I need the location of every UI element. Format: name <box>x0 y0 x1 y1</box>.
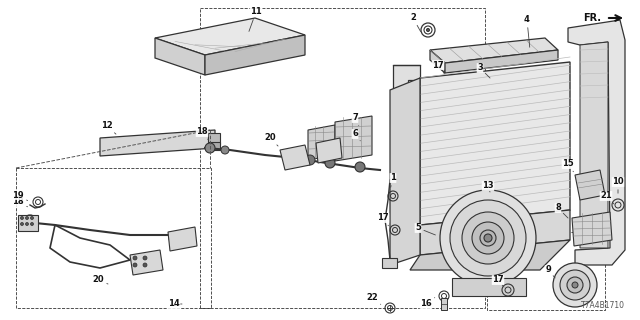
Circle shape <box>143 256 147 260</box>
Polygon shape <box>205 35 305 75</box>
Bar <box>208 142 220 150</box>
Circle shape <box>221 146 229 154</box>
Circle shape <box>20 222 24 226</box>
Polygon shape <box>410 240 570 270</box>
Text: 11: 11 <box>249 7 262 31</box>
Circle shape <box>560 270 590 300</box>
Text: 7: 7 <box>352 114 359 125</box>
Text: 20: 20 <box>92 276 108 284</box>
Circle shape <box>26 217 29 220</box>
Circle shape <box>31 222 33 226</box>
Text: 20: 20 <box>264 133 278 146</box>
Circle shape <box>472 222 504 254</box>
Circle shape <box>133 256 137 260</box>
Polygon shape <box>335 116 372 161</box>
Text: 18: 18 <box>12 197 28 207</box>
Text: 2: 2 <box>410 13 420 32</box>
Text: T7A4B1710: T7A4B1710 <box>581 301 625 310</box>
Polygon shape <box>580 42 608 248</box>
Bar <box>18 215 38 231</box>
Circle shape <box>26 222 29 226</box>
Text: 16: 16 <box>420 298 435 308</box>
Circle shape <box>462 212 514 264</box>
Polygon shape <box>445 50 558 73</box>
Circle shape <box>137 256 149 268</box>
Polygon shape <box>568 20 625 265</box>
Text: 17: 17 <box>432 60 444 74</box>
Polygon shape <box>155 38 205 75</box>
Circle shape <box>355 162 365 172</box>
Circle shape <box>553 263 597 307</box>
Text: 6: 6 <box>352 130 360 141</box>
Polygon shape <box>130 250 163 275</box>
Text: 1: 1 <box>390 173 396 187</box>
Polygon shape <box>420 62 570 225</box>
Text: FR.: FR. <box>583 13 601 23</box>
Circle shape <box>480 230 496 246</box>
Circle shape <box>567 277 583 293</box>
Text: 10: 10 <box>612 178 624 193</box>
Polygon shape <box>430 50 445 73</box>
Polygon shape <box>420 210 570 255</box>
Circle shape <box>133 263 137 267</box>
Circle shape <box>20 217 24 220</box>
Text: 12: 12 <box>101 122 116 134</box>
Polygon shape <box>430 38 558 63</box>
Text: 3: 3 <box>477 63 490 78</box>
Bar <box>208 133 220 145</box>
Polygon shape <box>393 65 420 185</box>
Text: 22: 22 <box>366 293 381 304</box>
Text: 4: 4 <box>524 15 530 47</box>
Bar <box>452 278 526 296</box>
Circle shape <box>440 190 536 286</box>
Text: 17: 17 <box>377 213 389 226</box>
Text: 18: 18 <box>196 127 208 140</box>
Circle shape <box>23 215 37 229</box>
Text: 9: 9 <box>545 266 555 278</box>
Text: 15: 15 <box>562 159 574 172</box>
Circle shape <box>325 158 335 168</box>
Circle shape <box>143 263 147 267</box>
Polygon shape <box>155 18 305 55</box>
Polygon shape <box>280 145 310 170</box>
Text: 19: 19 <box>12 190 28 201</box>
Bar <box>16 168 211 308</box>
Text: 17: 17 <box>492 276 504 287</box>
Circle shape <box>426 28 429 31</box>
Text: 13: 13 <box>482 181 494 192</box>
Text: 5: 5 <box>415 223 435 235</box>
Circle shape <box>484 234 492 242</box>
Polygon shape <box>390 78 420 265</box>
Bar <box>441 298 447 310</box>
Circle shape <box>305 155 315 165</box>
Text: 8: 8 <box>555 204 568 218</box>
Bar <box>382 258 397 268</box>
Bar <box>487 232 605 310</box>
Polygon shape <box>308 125 335 160</box>
Circle shape <box>205 143 215 153</box>
Polygon shape <box>100 130 215 156</box>
Text: 14: 14 <box>168 300 182 308</box>
Polygon shape <box>572 212 612 246</box>
Polygon shape <box>575 170 605 200</box>
Circle shape <box>169 232 181 244</box>
Circle shape <box>289 152 301 164</box>
Text: 21: 21 <box>600 191 614 204</box>
Circle shape <box>572 282 578 288</box>
Polygon shape <box>168 227 197 251</box>
Circle shape <box>31 217 33 220</box>
Polygon shape <box>316 138 342 163</box>
Circle shape <box>450 200 526 276</box>
Bar <box>200 8 485 308</box>
